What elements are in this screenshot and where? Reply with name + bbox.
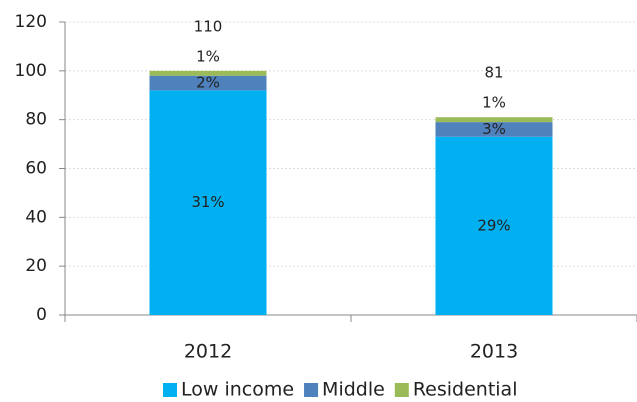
x-tick-label: 2012 [184,341,232,363]
y-tick-label: 80 [25,110,47,130]
bar-segment [149,70,267,76]
y-tick-label: 60 [25,159,47,179]
bar-segment [435,117,553,123]
legend-swatch [304,383,319,397]
bar-segment [435,122,553,137]
legend-label: Residential [413,379,518,401]
y-tick-label: 40 [25,207,47,227]
bar-segment [435,136,553,315]
data-label: 1% [196,47,220,65]
x-tick-label: 2013 [470,341,518,363]
y-tick-label: 100 [15,61,47,81]
y-tick-label: 20 [25,256,47,276]
legend-swatch [394,383,409,397]
y-tick-label: 120 [15,12,47,32]
data-label: 31% [191,193,224,211]
legend-label: Middle [322,379,385,401]
total-label: 81 [484,64,503,82]
data-label: 3% [482,120,506,138]
legend-swatch [163,383,177,397]
total-label: 110 [194,17,223,35]
legend-label: Low income [181,379,294,401]
bar-segment [149,90,267,315]
y-tick-label: 0 [36,305,47,325]
data-label: 29% [477,216,510,234]
data-label: 2% [196,74,220,92]
bar-segment [149,75,267,91]
data-label: 1% [482,94,506,112]
